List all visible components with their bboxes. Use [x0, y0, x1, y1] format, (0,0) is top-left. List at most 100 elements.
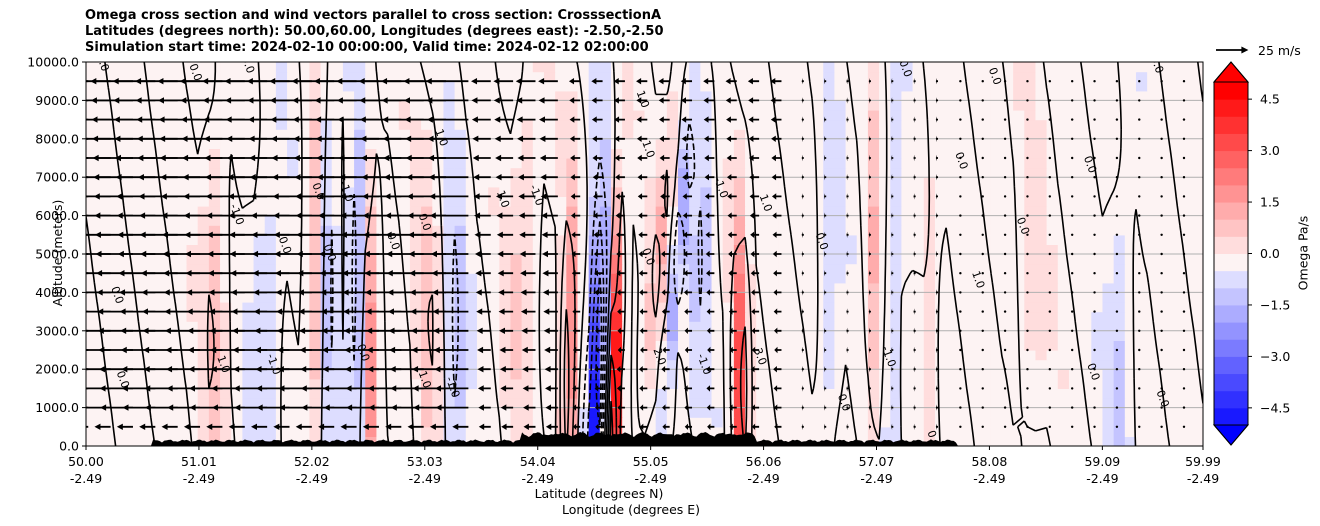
field-cell: [331, 62, 344, 73]
field-cell: [968, 110, 981, 121]
field-cell: [622, 340, 634, 351]
field-cell: [1169, 311, 1182, 322]
field-cell: [1001, 234, 1014, 245]
wind-vector: [135, 78, 178, 85]
field-cell: [465, 206, 478, 217]
field-cell: [856, 196, 869, 207]
field-cell: [1046, 311, 1059, 322]
title-line-2: Latitudes (degrees north): 50.00,60.00, …: [85, 24, 664, 39]
wind-vector: [544, 346, 558, 354]
field-cell: [789, 350, 802, 361]
wind-vector: [474, 250, 491, 258]
field-cell: [208, 292, 221, 303]
wind-vector: [891, 308, 894, 315]
field-cell: [387, 206, 400, 217]
field-cell: [97, 330, 109, 341]
field-cell: [298, 138, 310, 149]
wind-vector: [1093, 80, 1096, 83]
field-cell: [812, 148, 824, 159]
field-cell: [678, 215, 690, 226]
field-cell: [1158, 292, 1171, 303]
field-cell: [86, 426, 98, 437]
wind-vector: [340, 423, 357, 430]
field-cell: [309, 148, 322, 159]
field-cell: [778, 369, 791, 380]
field-cell: [1180, 282, 1193, 293]
wind-vector: [726, 154, 737, 162]
field-cell: [264, 282, 277, 293]
wind-vector: [616, 366, 625, 373]
field-cell: [510, 148, 523, 159]
field-cell: [610, 158, 623, 169]
field-cell: [298, 282, 310, 293]
field-cell: [1057, 244, 1070, 255]
field-cell: [856, 110, 869, 121]
field-cell: [644, 359, 657, 370]
field-cell: [845, 378, 858, 389]
field-cell: [242, 196, 255, 207]
field-cell: [465, 350, 478, 361]
field-cell: [510, 407, 523, 418]
field-cell: [689, 254, 701, 265]
field-cell: [175, 426, 188, 437]
field-cell: [488, 330, 500, 341]
field-cell: [264, 206, 277, 217]
field-cell: [1091, 129, 1104, 140]
wind-vector: [159, 135, 201, 142]
field-cell: [443, 119, 456, 130]
field-cell: [1080, 254, 1092, 265]
field-cell: [376, 186, 389, 197]
field-cell: [1113, 273, 1126, 284]
field-cell: [376, 81, 389, 92]
field-cell: [845, 254, 858, 265]
field-cell: [298, 359, 310, 370]
wind-vector: [523, 423, 536, 430]
field-cell: [86, 206, 98, 217]
field-cell: [622, 100, 634, 111]
field-cell: [264, 148, 277, 159]
wind-vector: [206, 231, 245, 238]
field-cell: [119, 417, 132, 428]
field-cell: [264, 119, 277, 130]
field-cell: [722, 350, 735, 361]
field-cell: [454, 292, 467, 303]
wind-vector: [1093, 348, 1096, 352]
field-cell: [387, 369, 400, 380]
field-cell: [342, 244, 355, 255]
field-cell: [1013, 119, 1025, 130]
field-cell: [1158, 71, 1171, 82]
wind-vector: [1070, 195, 1074, 198]
wind-vector: [891, 97, 894, 104]
field-cell: [644, 167, 657, 178]
field-cell: [901, 90, 914, 101]
field-cell: [1046, 234, 1059, 245]
field-cell: [432, 359, 445, 370]
field-cell: [287, 110, 299, 121]
field-cell: [845, 167, 858, 178]
field-cell: [376, 244, 389, 255]
field-cell: [141, 100, 154, 111]
wind-vector: [1093, 156, 1096, 160]
wind-vector: [801, 174, 804, 181]
field-cell: [979, 302, 992, 313]
field-cell: [1169, 215, 1182, 226]
field-cell: [834, 206, 847, 217]
field-cell: [387, 292, 400, 303]
wind-vector: [144, 404, 178, 411]
wind-vector: [495, 174, 514, 181]
field-cell: [655, 302, 668, 313]
wind-vector: [616, 250, 625, 258]
wind-vector: [539, 135, 558, 142]
field-cell: [264, 62, 277, 73]
wind-vector: [1160, 156, 1163, 160]
field-cell: [1191, 186, 1203, 197]
field-cell: [476, 282, 489, 293]
wind-vector: [358, 78, 402, 85]
field-cell: [1124, 340, 1137, 351]
field-cell: [599, 282, 612, 293]
field-cell: [1024, 350, 1037, 361]
field-cell: [231, 234, 243, 245]
field-cell: [421, 215, 433, 226]
field-cell: [800, 177, 813, 188]
field-cell: [465, 100, 478, 111]
